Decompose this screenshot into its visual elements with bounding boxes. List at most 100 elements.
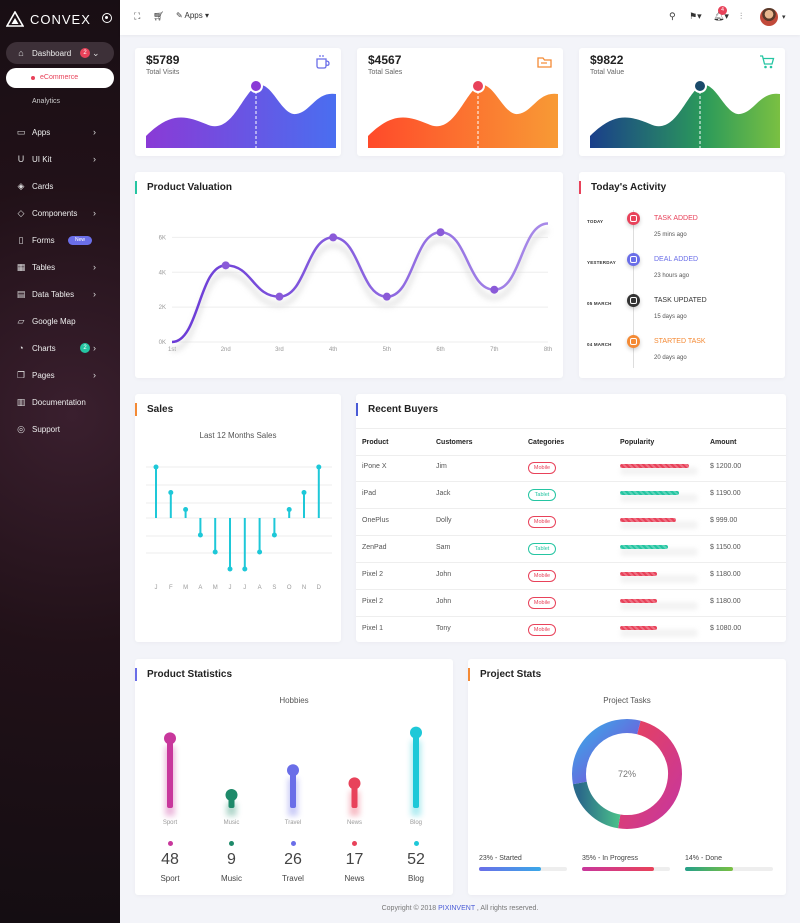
sidebar-item-pages[interactable]: ❐ Pages › xyxy=(0,364,120,386)
table-header[interactable]: Categories xyxy=(528,439,565,446)
table-header[interactable]: Product xyxy=(362,439,389,446)
stat-number: 48 xyxy=(161,851,179,868)
sidebar-item-components[interactable]: ◇ Components › xyxy=(0,202,120,224)
bar-axis-label: Travel xyxy=(284,820,302,826)
calendar-icon xyxy=(630,215,637,222)
x-tick-label: M xyxy=(183,585,188,591)
sidebar-item-support[interactable]: ◎ Support xyxy=(0,418,120,440)
sidebar-item-apps[interactable]: ▭ Apps › xyxy=(0,121,120,143)
legend-label: 35% - In Progress xyxy=(582,855,639,862)
magnet-icon: U xyxy=(17,154,25,164)
flag-icon[interactable]: ⚑▾ xyxy=(689,11,702,21)
sidebar-item-label: Google Map xyxy=(32,316,76,326)
activity-title[interactable]: TASK UPDATED xyxy=(654,297,707,304)
lollipop-dot xyxy=(153,464,159,470)
cart-icon xyxy=(760,55,775,69)
stat-number: 9 xyxy=(227,851,236,868)
line-point xyxy=(329,233,338,242)
table-icon: ▤ xyxy=(16,289,26,299)
fullscreen-icon[interactable]: ⛶ xyxy=(134,11,141,21)
card-title: Today's Activity xyxy=(579,181,666,194)
coffee-icon xyxy=(316,55,330,69)
sidebar-item-analytics[interactable]: Analytics xyxy=(32,98,61,105)
popularity-bar xyxy=(620,599,657,603)
legend-dot xyxy=(290,841,296,846)
sidebar-item-ui-kit[interactable]: U UI Kit › xyxy=(0,148,120,170)
activity-date: 05 MARCH xyxy=(587,301,612,306)
settings-sliders-icon[interactable]: ⫶ xyxy=(740,11,743,21)
line-point xyxy=(436,228,445,237)
amount-cell: $ 1150.00 xyxy=(710,544,741,551)
logo[interactable]: CONVEX xyxy=(6,10,91,28)
cart-icon[interactable]: 🛒︎ xyxy=(153,11,165,21)
bar-cap xyxy=(348,777,361,790)
sidebar-item-ecommerce[interactable]: eCommerce xyxy=(6,68,114,88)
bar-axis-label: Music xyxy=(223,820,240,826)
sidebar-item-dashboard-row[interactable]: ⌂ Dashboard ⌄ xyxy=(0,42,120,64)
bar xyxy=(167,738,173,808)
search-icon[interactable]: ⚲ xyxy=(669,11,676,21)
donut-segment xyxy=(572,719,641,785)
amount-cell: $ 1200.00 xyxy=(710,463,742,470)
activity-dot xyxy=(627,253,640,266)
footer-text: Copyright © 2018 xyxy=(381,905,437,912)
popularity-bar xyxy=(620,545,668,549)
popularity-bar xyxy=(620,464,689,468)
lollipop-dot xyxy=(227,566,233,572)
bar xyxy=(290,770,296,808)
activity-title[interactable]: STARTED TASK xyxy=(654,338,706,345)
footer-brand-link[interactable]: PIXINVENT xyxy=(438,905,475,912)
activity-time: 20 days ago xyxy=(654,355,687,361)
activity-date: 04 MARCH xyxy=(587,342,612,347)
stat-number: 26 xyxy=(284,851,302,868)
stat-value: $4567 xyxy=(368,53,402,67)
sidebar-item-cards[interactable]: ◈ Cards xyxy=(0,175,120,197)
activity-title[interactable]: DEAL ADDED xyxy=(654,256,699,263)
table-divider xyxy=(356,535,786,536)
lollipop-dot xyxy=(301,490,307,495)
legend-dot xyxy=(229,841,234,846)
category-badge: Tablet xyxy=(528,489,556,501)
stat-name: News xyxy=(344,874,365,883)
new-badge: New xyxy=(68,236,92,245)
sidebar-item-label: Dashboard xyxy=(32,48,72,58)
chart-subtitle: Project Tasks xyxy=(603,696,651,705)
sidebar-item-documentation[interactable]: ▥ Documentation xyxy=(0,391,120,413)
bell-icon[interactable]: 🔔︎▾ xyxy=(713,11,729,21)
x-tick-label: F xyxy=(169,585,173,591)
table-header[interactable]: Customers xyxy=(436,439,473,446)
activity-dot xyxy=(627,212,640,225)
table-header[interactable]: Amount xyxy=(710,439,737,446)
sidebar-item-forms[interactable]: ▯ Forms xyxy=(0,229,120,251)
sidebar-item-dashboard[interactable] xyxy=(6,42,114,64)
legend-dot xyxy=(352,841,357,846)
popularity-bar xyxy=(620,491,679,495)
sidebar-item-data-tables[interactable]: ▤ Data Tables › xyxy=(0,283,120,305)
customer-cell: Jack xyxy=(436,490,451,497)
avatar[interactable] xyxy=(760,8,778,26)
card-title: Product Statistics xyxy=(135,668,232,681)
stat-value: $9822 xyxy=(590,53,624,67)
toggle-sidebar-icon[interactable] xyxy=(102,13,112,23)
legend-label: 14% - Done xyxy=(685,855,722,862)
sidebar-item-google-map[interactable]: ▱ Google Map xyxy=(0,310,120,332)
line-point xyxy=(382,292,391,301)
x-tick-label: 8th xyxy=(544,347,552,353)
activity-title[interactable]: TASK ADDED xyxy=(654,215,698,222)
chevron-right-icon: › xyxy=(93,127,96,137)
x-tick-label: S xyxy=(272,585,276,591)
table-header[interactable]: Popularity xyxy=(620,439,655,446)
product-cell: Pixel 2 xyxy=(362,598,384,605)
amount-cell: $ 1080.00 xyxy=(710,625,742,632)
lollipop-dot xyxy=(257,549,263,555)
apps-menu[interactable]: ✎ Apps ▾ xyxy=(176,11,209,20)
sidebar-item-charts[interactable]: ◔ Charts › xyxy=(0,337,120,359)
sidebar-item-tables[interactable]: ▦ Tables › xyxy=(0,256,120,278)
chevron-right-icon: › xyxy=(93,154,96,164)
chevron-down-icon[interactable]: ▾ xyxy=(782,14,786,21)
customer-cell: Jim xyxy=(436,463,447,470)
category-badge: Tablet xyxy=(528,543,556,555)
grid-icon: ▦ xyxy=(16,262,26,272)
lollipop-dot xyxy=(316,464,322,470)
